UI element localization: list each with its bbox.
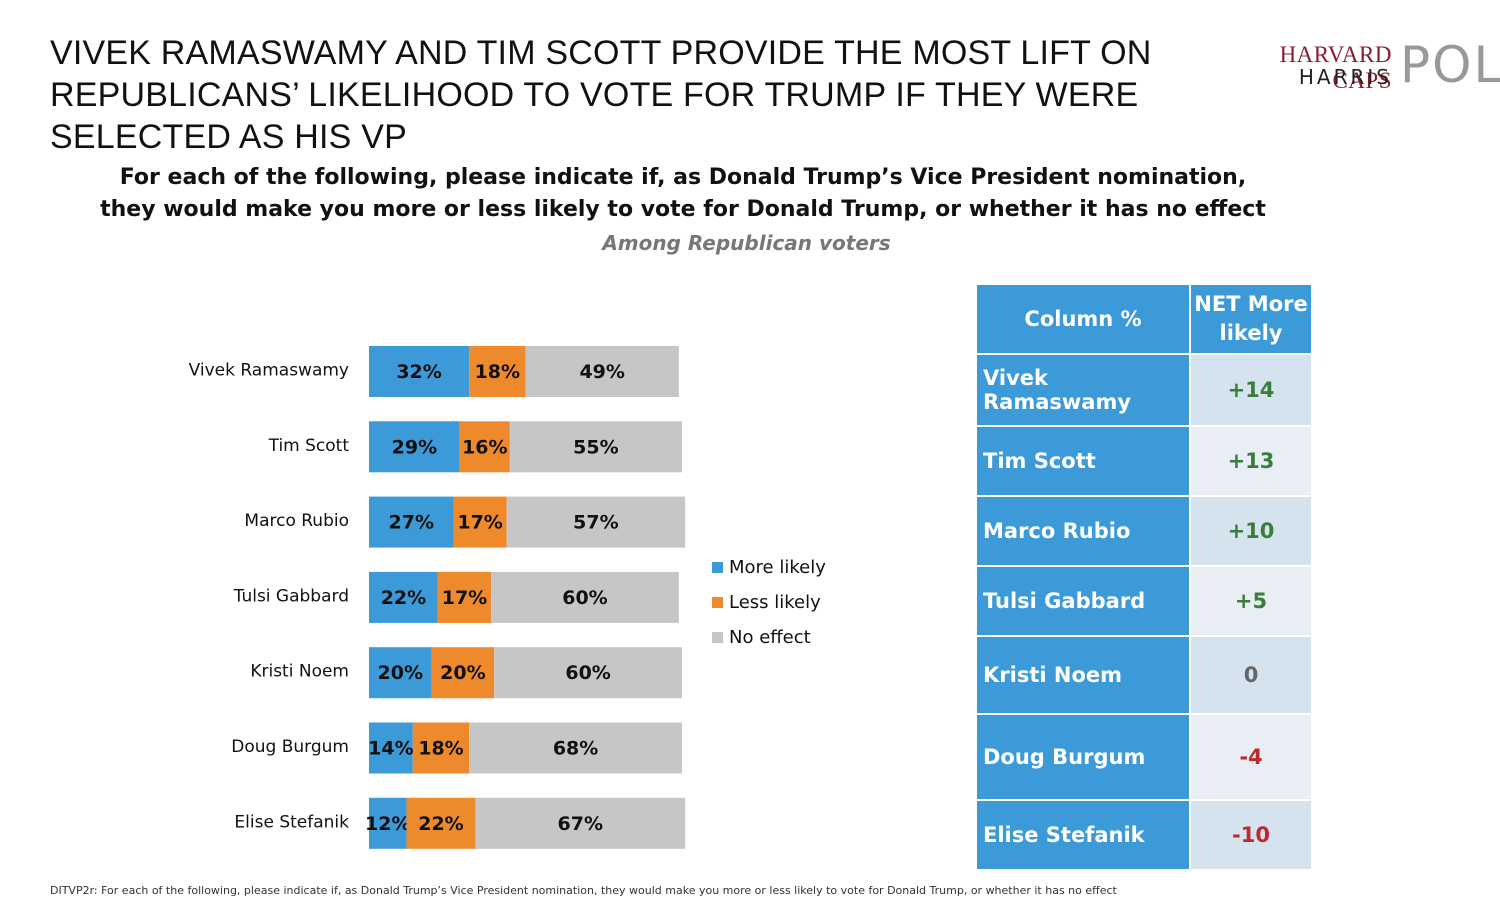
table-cell-net: -10 [1189, 799, 1313, 871]
bar-segment-more-likely [369, 722, 413, 774]
data-label: 18% [418, 738, 463, 760]
logo-line2: HARRIS [1298, 65, 1392, 89]
harvard-caps-harris-poll-logo: HARVARD CAPS HARRIS POL [1220, 36, 1500, 100]
legend-item: Less likely [712, 585, 826, 620]
table-cell-name: Marco Rubio [975, 495, 1191, 567]
bar-segment-less-likely [406, 797, 476, 849]
data-label: 27% [389, 512, 434, 534]
table-row: Kristi Noem 0 [975, 635, 1313, 715]
bar-segment-no-effect [475, 797, 686, 849]
bar-segment-no-effect [469, 722, 682, 774]
bar-segment-more-likely [369, 797, 407, 849]
bar-segment-less-likely [412, 722, 470, 774]
table-cell-name: Tim Scott [975, 425, 1191, 497]
table-cell-net: +14 [1189, 353, 1313, 427]
data-label: 57% [573, 512, 618, 534]
question-line1: For each of the following, please indica… [119, 165, 1247, 190]
data-label: 49% [579, 361, 624, 383]
table-row: Marco Rubio +10 [975, 495, 1313, 567]
table-row: Elise Stefanik -10 [975, 799, 1313, 871]
data-label: 32% [396, 361, 441, 383]
footnote: DITVP2r: For each of the following, plea… [50, 884, 1117, 897]
data-label: 29% [392, 436, 437, 458]
bar-segment-less-likely [469, 346, 526, 397]
bar-segment-no-effect [509, 421, 682, 473]
chart-legend: More likely Less likely No effect [712, 550, 826, 655]
legend-label: More likely [729, 557, 826, 578]
legend-swatch [712, 562, 723, 573]
table-cell-name: Elise Stefanik [975, 799, 1191, 871]
table-row: Vivek Ramaswamy +14 [975, 353, 1313, 427]
logo-line1: HARVARD CAPS [1279, 42, 1392, 93]
table-cell-name: Doug Burgum [975, 713, 1191, 801]
bar-segment-more-likely [369, 496, 454, 548]
chart-title: VIVEK RAMASWAMY AND TIM SCOTT PROVIDE TH… [50, 34, 1152, 156]
legend-item: No effect [712, 620, 826, 655]
legend-label: No effect [729, 627, 811, 648]
table-header-row: Column % NET More likely [975, 283, 1313, 355]
chart-subtitle: Among Republican voters [602, 231, 891, 255]
category-label: Marco Rubio [244, 511, 349, 531]
category-label: Vivek Ramaswamy [189, 361, 349, 381]
bar-segment-less-likely [437, 571, 492, 623]
bar-segment-less-likely [453, 496, 507, 548]
data-label: 60% [562, 587, 607, 609]
bar-segment-no-effect [494, 647, 682, 699]
category-label: Tim Scott [268, 436, 350, 456]
table-cell-name: Kristi Noem [975, 635, 1191, 715]
data-label: 22% [381, 587, 426, 609]
table-cell-net: 0 [1189, 635, 1313, 715]
legend-swatch [712, 632, 723, 643]
data-label: 20% [378, 662, 423, 684]
bar-segment-no-effect [525, 346, 679, 397]
legend-swatch [712, 597, 723, 608]
data-label: 16% [462, 436, 507, 458]
data-label: 12% [365, 813, 410, 835]
logo-big: POL [1400, 36, 1500, 94]
data-label: 67% [558, 813, 603, 835]
data-label: 18% [475, 361, 520, 383]
table-row: Doug Burgum -4 [975, 713, 1313, 801]
bar-segment-more-likely [369, 571, 438, 623]
bar-segment-more-likely [369, 421, 460, 473]
category-label: Doug Burgum [231, 737, 349, 757]
legend-label: Less likely [729, 592, 821, 613]
data-label: 17% [442, 587, 487, 609]
data-label: 14% [368, 738, 413, 760]
category-label: Tulsi Gabbard [233, 586, 349, 606]
data-label: 20% [440, 662, 485, 684]
bar-segment-no-effect [506, 496, 686, 548]
table-cell-net: +10 [1189, 495, 1313, 567]
question-line2: they would make you more or less likely … [100, 197, 1266, 222]
bar-segment-no-effect [491, 571, 679, 623]
table-row: Tim Scott +13 [975, 425, 1313, 497]
stacked-bar-chart: Vivek Ramaswamy 32% 18% 49% Tim Scott 29% 16% 5… [189, 346, 686, 849]
data-label: 55% [573, 436, 618, 458]
bar-segment-more-likely [369, 346, 470, 397]
table-cell-net: +13 [1189, 425, 1313, 497]
data-label: 17% [457, 512, 502, 534]
table-cell-name: Vivek Ramaswamy [975, 353, 1191, 427]
bar-segment-less-likely [459, 421, 510, 473]
category-label: Elise Stefanik [234, 812, 349, 832]
data-label: 22% [418, 813, 463, 835]
table-header-net: NET More likely [1189, 283, 1313, 355]
data-label: 68% [553, 738, 598, 760]
table-cell-net: -4 [1189, 713, 1313, 801]
table-cell-net: +5 [1189, 565, 1313, 637]
bar-segment-less-likely [431, 647, 495, 699]
data-label: 60% [565, 662, 610, 684]
bar-segment-more-likely [369, 647, 432, 699]
table-header-column-pct: Column % [975, 283, 1191, 355]
net-more-likely-table: Column % NET More likely Vivek Ramaswamy… [975, 283, 1313, 871]
legend-item: More likely [712, 550, 826, 585]
category-label: Kristi Noem [250, 662, 349, 682]
survey-question: For each of the following, please indica… [100, 162, 1266, 226]
table-cell-name: Tulsi Gabbard [975, 565, 1191, 637]
table-row: Tulsi Gabbard +5 [975, 565, 1313, 637]
